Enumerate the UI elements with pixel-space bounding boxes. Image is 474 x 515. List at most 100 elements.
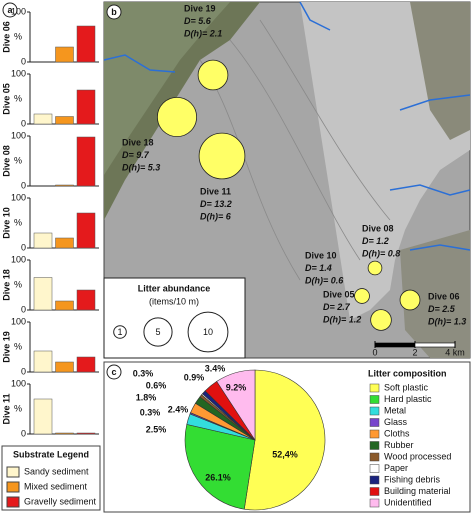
legend-swatch bbox=[369, 418, 380, 427]
legend-swatch bbox=[369, 475, 380, 485]
panel-badge bbox=[106, 4, 122, 20]
y-axis-unit: % bbox=[14, 93, 22, 103]
y-tick-label: 0 bbox=[21, 56, 26, 66]
dive-density-h: D(h)= 0.6 bbox=[305, 275, 344, 285]
y-tick-label: 0 bbox=[21, 428, 26, 438]
pie-value-label: 0.6% bbox=[146, 380, 167, 390]
legend-swatch bbox=[369, 441, 380, 450]
y-tick-label: 100 bbox=[11, 316, 26, 326]
legend-swatch bbox=[6, 496, 20, 508]
y-tick-label: 100 bbox=[11, 378, 26, 388]
chart-label: Dive 11 bbox=[1, 393, 11, 424]
abundance-legend-circle bbox=[187, 311, 229, 353]
chart-label: Dive 08 bbox=[1, 145, 11, 177]
dive-name: Dive 19 bbox=[184, 3, 216, 13]
chart-label: Dive 06 bbox=[1, 21, 11, 53]
dive-density: D= 5.6 bbox=[184, 16, 212, 26]
abundance-legend-label: 1 bbox=[117, 327, 122, 337]
legend-swatch bbox=[369, 464, 380, 473]
y-tick-label: 100 bbox=[11, 68, 26, 78]
panel-letter: b bbox=[111, 7, 117, 17]
bar bbox=[76, 432, 96, 435]
legend-swatch bbox=[369, 452, 380, 462]
chart-label: Dive 05 bbox=[1, 83, 11, 115]
pie-value-label: 0.9% bbox=[184, 372, 205, 382]
pie-slice bbox=[184, 424, 256, 510]
legend-label: Mixed sediment bbox=[24, 481, 88, 491]
litter-bubble bbox=[367, 260, 383, 276]
bar bbox=[76, 136, 96, 187]
y-tick-label: 100 bbox=[11, 6, 26, 16]
y-tick-label: 0 bbox=[21, 242, 26, 252]
chart-label: Dive 19 bbox=[1, 331, 11, 363]
bar bbox=[55, 116, 74, 125]
legend-swatch bbox=[369, 406, 380, 416]
legend-label: Unidentified bbox=[384, 497, 432, 507]
bar bbox=[76, 289, 96, 311]
pie-value-label: 2.4% bbox=[168, 404, 189, 414]
abundance-subtitle: (items/10 m) bbox=[149, 296, 199, 306]
map-background bbox=[103, 1, 471, 359]
y-tick-label: 100 bbox=[11, 192, 26, 202]
scale-label: 2 bbox=[412, 347, 417, 357]
bar bbox=[55, 361, 74, 373]
bar bbox=[76, 25, 96, 63]
dive-density: D= 2.7 bbox=[323, 302, 351, 312]
bar bbox=[33, 350, 53, 373]
chart-label: Dive 18 bbox=[1, 269, 11, 301]
y-tick-label: 100 bbox=[11, 130, 26, 140]
y-axis-unit: % bbox=[14, 403, 22, 413]
y-tick-label: 0 bbox=[21, 366, 26, 376]
bar bbox=[55, 237, 74, 249]
pie-slice bbox=[243, 369, 326, 511]
pie-value-label: 52,4% bbox=[272, 449, 298, 459]
y-axis-unit: % bbox=[14, 155, 22, 165]
bar bbox=[33, 277, 53, 311]
legend-title: Substrate Legend bbox=[13, 449, 89, 459]
legend-label: Sandy sediment bbox=[24, 466, 89, 476]
litter-bubble bbox=[399, 289, 421, 311]
bar bbox=[33, 113, 53, 125]
panel-letter: c bbox=[111, 367, 116, 377]
pie-value-label: 9.2% bbox=[226, 382, 247, 392]
legend-swatch bbox=[369, 395, 380, 404]
dive-density: D= 13.2 bbox=[200, 199, 232, 209]
legend-swatch bbox=[6, 466, 20, 478]
bar bbox=[55, 432, 74, 435]
pie-value-label: 2.5% bbox=[146, 424, 167, 434]
y-tick-label: 0 bbox=[21, 118, 26, 128]
dive-density-h: D(h)= 1.3 bbox=[428, 316, 466, 326]
dive-name: Dive 06 bbox=[428, 291, 460, 301]
abundance-legend-label: 10 bbox=[203, 327, 213, 337]
abundance-legend-label: 5 bbox=[155, 327, 160, 337]
bar bbox=[55, 46, 74, 63]
dive-name: Dive 05 bbox=[323, 289, 355, 299]
legend-label: Glass bbox=[384, 417, 408, 427]
dive-density-h: D(h)= 1.2 bbox=[323, 314, 361, 324]
litter-bubble bbox=[370, 309, 392, 331]
scale-label: 4 km bbox=[445, 347, 465, 357]
dive-density-h: D(h)= 6 bbox=[200, 211, 232, 221]
dive-density: D= 1.2 bbox=[362, 236, 389, 246]
pie-value-label: 3.4% bbox=[205, 363, 226, 373]
composition-title: Litter composition bbox=[368, 368, 447, 378]
abundance-legend-circle bbox=[113, 325, 127, 339]
scale-bar bbox=[374, 342, 416, 348]
legend-label: Soft plastic bbox=[384, 382, 429, 392]
pie-value-label: 0.3% bbox=[140, 407, 161, 417]
bar bbox=[76, 89, 96, 125]
bar bbox=[76, 212, 96, 249]
dive-density-h: D(h)= 2.1 bbox=[184, 28, 222, 38]
legend-label: Building material bbox=[384, 486, 451, 496]
panel-badge bbox=[2, 2, 18, 18]
dive-density: D= 1.4 bbox=[305, 263, 332, 273]
bar bbox=[33, 398, 53, 435]
legend-swatch bbox=[369, 498, 380, 508]
pie-value-label: 1.8% bbox=[136, 392, 157, 402]
y-axis-unit: % bbox=[14, 217, 22, 227]
dive-name: Dive 08 bbox=[362, 223, 394, 233]
y-axis-unit: % bbox=[14, 341, 22, 351]
legend-label: Gravelly sediment bbox=[24, 496, 97, 506]
y-axis-unit: % bbox=[14, 279, 22, 289]
litter-bubble bbox=[354, 288, 370, 304]
